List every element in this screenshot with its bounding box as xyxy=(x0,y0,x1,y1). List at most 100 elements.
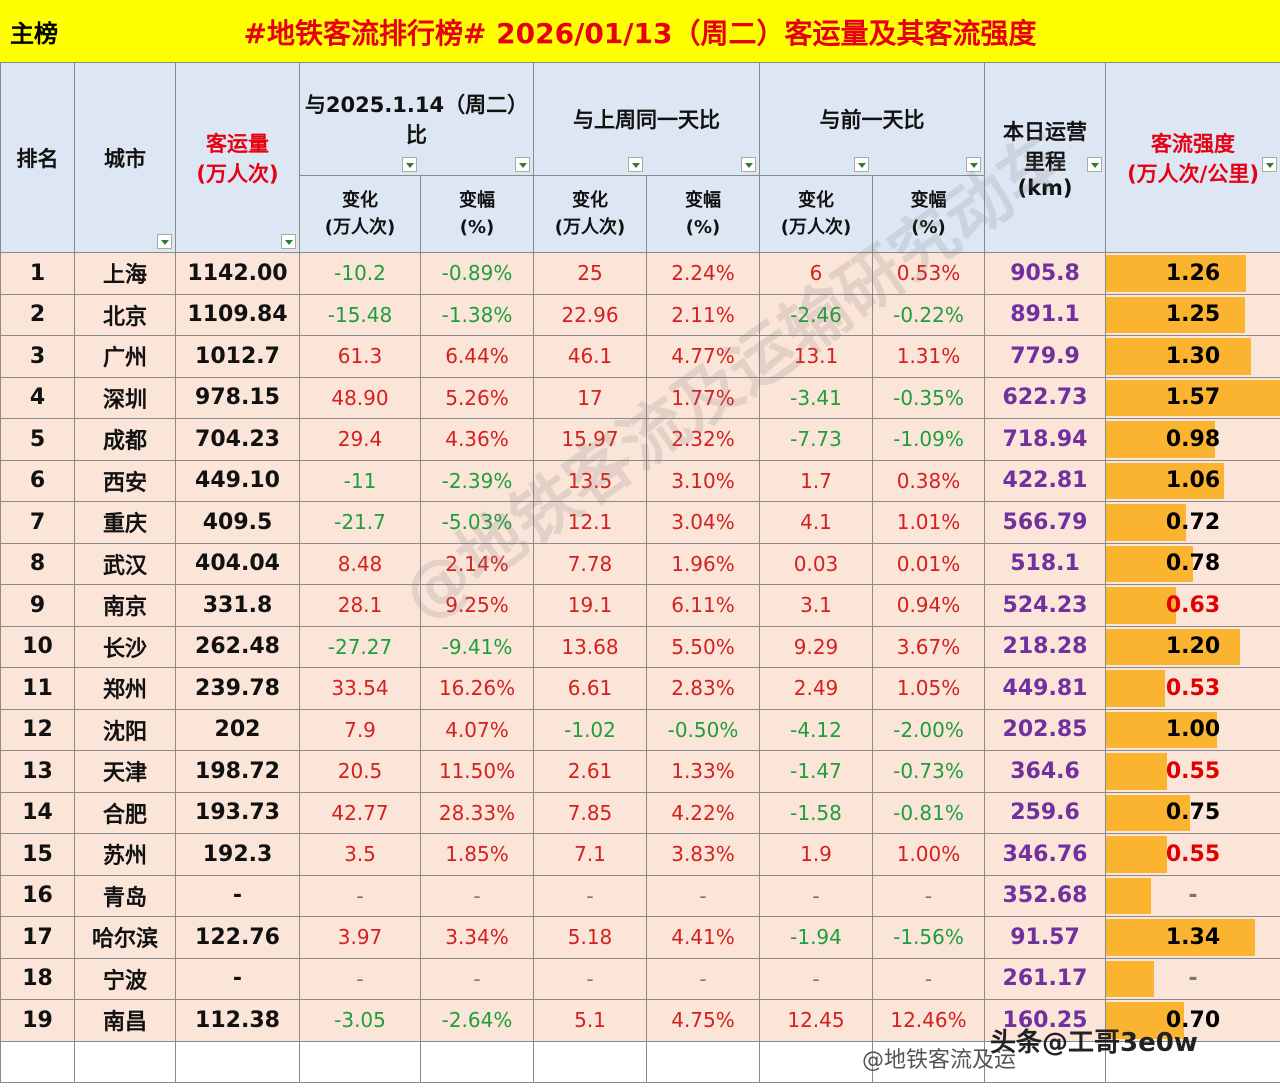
intensity-cell: 0.72 xyxy=(1105,501,1280,544)
filter-dropdown-icon[interactable] xyxy=(966,157,981,172)
intensity-value: 0.72 xyxy=(1165,509,1221,535)
board-label: 主榜 xyxy=(10,20,58,48)
dod-change-cell: - xyxy=(759,957,873,1000)
yoy-pct-cell: - xyxy=(420,874,534,917)
dod-pct-cell: 0.01% xyxy=(872,542,985,585)
wow-change-cell: 17 xyxy=(533,376,647,419)
intensity-cell: 0.55 xyxy=(1105,833,1280,876)
wow-change-cell: - xyxy=(533,874,647,917)
yoy-pct-cell: -2.39% xyxy=(420,459,534,502)
dod-change-cell: 0.03 xyxy=(759,542,873,585)
yoy-pct-cell: 6.44% xyxy=(420,335,534,378)
intensity-bar xyxy=(1106,545,1193,582)
intensity-value: 0.70 xyxy=(1165,1007,1221,1033)
header-yoy-change: 变化 (万人次) xyxy=(299,175,421,253)
empty-cell xyxy=(420,1040,534,1083)
mileage-cell: 259.6 xyxy=(984,791,1106,834)
dod-pct-cell: 0.94% xyxy=(872,584,985,627)
volume-cell: 704.23 xyxy=(175,418,300,461)
dod-change-cell: -4.12 xyxy=(759,708,873,751)
yoy-change-cell: 3.5 xyxy=(299,833,421,876)
volume-cell: 1109.84 xyxy=(175,293,300,336)
yoy-pct-cell: 11.50% xyxy=(420,750,534,793)
yoy-change-cell: -11 xyxy=(299,459,421,502)
yoy-pct-cell: 28.33% xyxy=(420,791,534,834)
city-cell: 天津 xyxy=(74,750,176,793)
city-cell: 重庆 xyxy=(74,501,176,544)
filter-dropdown-icon[interactable] xyxy=(628,157,643,172)
volume-cell: - xyxy=(175,957,300,1000)
dod-pct-cell: - xyxy=(872,874,985,917)
yoy-pct-cell: -9.41% xyxy=(420,625,534,668)
intensity-value: - xyxy=(1188,883,1198,909)
table-row: 6 西安 449.10 -11 -2.39% 13.5 3.10% 1.7 0.38% 422.8… xyxy=(0,459,1280,502)
mileage-cell: 422.81 xyxy=(984,459,1106,502)
filter-dropdown-icon[interactable] xyxy=(741,157,756,172)
empty-cell xyxy=(299,1040,421,1083)
city-cell: 沈阳 xyxy=(74,708,176,751)
mileage-cell: 518.1 xyxy=(984,542,1106,585)
intensity-value: 1.06 xyxy=(1165,468,1221,494)
mileage-cell: 524.23 xyxy=(984,584,1106,627)
rank-cell: 5 xyxy=(0,418,75,461)
intensity-cell: 1.20 xyxy=(1105,625,1280,668)
filter-dropdown-icon[interactable] xyxy=(402,157,417,172)
dod-change-cell: - xyxy=(759,874,873,917)
filter-dropdown-icon[interactable] xyxy=(515,157,530,172)
header-wow-group[interactable]: 与上周同一天比 xyxy=(533,62,760,176)
city-cell: 青岛 xyxy=(74,874,176,917)
header-mileage[interactable]: 本日运营 里程 (km) xyxy=(984,62,1106,253)
filter-dropdown-icon[interactable] xyxy=(281,234,296,249)
intensity-cell: 0.63 xyxy=(1105,584,1280,627)
filter-dropdown-icon[interactable] xyxy=(1262,157,1277,172)
intensity-bar xyxy=(1106,379,1280,416)
yoy-change-cell: - xyxy=(299,874,421,917)
mileage-cell: 779.9 xyxy=(984,335,1106,378)
wow-change-cell: 25 xyxy=(533,252,647,295)
intensity-bar xyxy=(1106,877,1151,914)
wow-pct-cell: 4.41% xyxy=(646,916,760,959)
wow-pct-cell: - xyxy=(646,957,760,1000)
filter-dropdown-icon[interactable] xyxy=(854,157,869,172)
wow-pct-cell: 2.32% xyxy=(646,418,760,461)
wow-change-cell: -1.02 xyxy=(533,708,647,751)
wow-pct-cell: 4.77% xyxy=(646,335,760,378)
intensity-cell: 1.57 xyxy=(1105,376,1280,419)
volume-cell: 404.04 xyxy=(175,542,300,585)
mileage-cell: 622.73 xyxy=(984,376,1106,419)
dod-pct-cell: 1.01% xyxy=(872,501,985,544)
filter-dropdown-icon[interactable] xyxy=(157,234,172,249)
header-yoy-group[interactable]: 与2025.1.14（周二）比 xyxy=(299,62,534,176)
header-dod-group[interactable]: 与前一天比 xyxy=(759,62,985,176)
intensity-value: 0.55 xyxy=(1165,758,1221,784)
intensity-bar xyxy=(1106,255,1246,292)
intensity-value: 0.75 xyxy=(1165,800,1221,826)
yoy-change-cell: 33.54 xyxy=(299,667,421,710)
header-city[interactable]: 城市 xyxy=(74,62,176,253)
intensity-cell: - xyxy=(1105,874,1280,917)
yoy-pct-cell: -2.64% xyxy=(420,999,534,1042)
intensity-value: 1.30 xyxy=(1165,343,1221,369)
volume-cell: 193.73 xyxy=(175,791,300,834)
header-wow-pct: 变幅 (%) xyxy=(646,175,760,253)
volume-cell: 449.10 xyxy=(175,459,300,502)
header-intensity[interactable]: 客流强度 (万人次/公里) xyxy=(1105,62,1280,253)
intensity-value: 0.98 xyxy=(1165,426,1221,452)
rank-cell: 17 xyxy=(0,916,75,959)
yoy-change-cell: -3.05 xyxy=(299,999,421,1042)
volume-cell: 1142.00 xyxy=(175,252,300,295)
city-cell: 上海 xyxy=(74,252,176,295)
yoy-change-cell: 29.4 xyxy=(299,418,421,461)
header-volume[interactable]: 客运量 (万人次) xyxy=(175,62,300,253)
city-cell: 长沙 xyxy=(74,625,176,668)
dod-change-cell: 3.1 xyxy=(759,584,873,627)
intensity-bar xyxy=(1106,753,1167,790)
city-cell: 南昌 xyxy=(74,999,176,1042)
dod-pct-cell: - xyxy=(872,957,985,1000)
city-cell: 南京 xyxy=(74,584,176,627)
intensity-cell: 1.06 xyxy=(1105,459,1280,502)
dod-pct-cell: 0.38% xyxy=(872,459,985,502)
filter-dropdown-icon[interactable] xyxy=(1087,157,1102,172)
intensity-cell: 0.78 xyxy=(1105,542,1280,585)
intensity-bar xyxy=(1106,421,1215,458)
